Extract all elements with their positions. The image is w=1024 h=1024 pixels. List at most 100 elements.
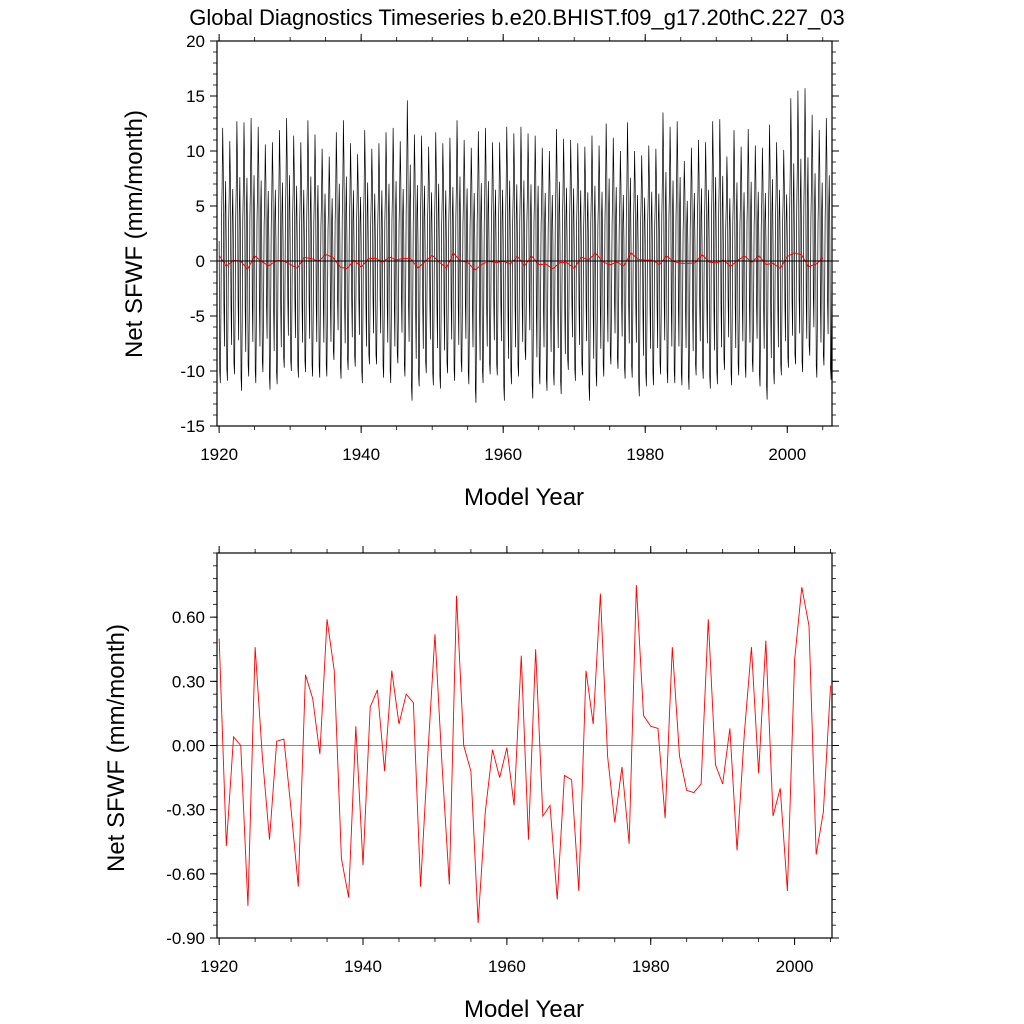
top-ticks (210, 34, 839, 433)
top-annual-point (304, 257, 305, 258)
top-annual-point (567, 262, 568, 263)
top-xtick-label: 1940 (342, 445, 380, 464)
bottom-annual-point (593, 724, 594, 725)
top-annual-point (517, 256, 518, 257)
bottom-ticks (210, 546, 839, 945)
bottom-annual-point (290, 809, 291, 810)
top-annual-point (609, 264, 610, 265)
bottom-x-axis-label: Model Year (464, 996, 584, 1023)
bottom-annual-point (377, 689, 378, 690)
top-annual-point (709, 261, 710, 262)
top-ytick-label: 20 (186, 32, 205, 51)
bottom-annual-point (549, 805, 550, 806)
bottom-annual-point (816, 854, 817, 855)
top-annual-point (815, 264, 816, 265)
bottom-annual-point (736, 850, 737, 851)
bottom-ytick-label: -0.90 (166, 929, 205, 948)
bottom-annual-point (744, 734, 745, 735)
bottom-annual-point (700, 783, 701, 784)
bottom-annual-point (600, 593, 601, 594)
bottom-annual-point (499, 777, 500, 778)
bottom-xtick-label: 1960 (488, 957, 526, 976)
top-ytick-label: -10 (180, 362, 205, 381)
bottom-annual-point (240, 745, 241, 746)
bottom-annual-point (801, 587, 802, 588)
top-annual-point (226, 266, 227, 267)
top-annual-point (595, 253, 596, 254)
top-y-tick-labels: -15 -10 -5 0 5 10 15 20 (180, 32, 205, 436)
top-annual-point (495, 262, 496, 263)
bottom-annual-point (686, 790, 687, 791)
bottom-annual-point (255, 647, 256, 648)
bottom-series (218, 584, 832, 924)
top-annual-point (801, 254, 802, 255)
bottom-annual-point (219, 638, 220, 639)
top-annual-point (311, 258, 312, 259)
bottom-annual-point (449, 884, 450, 885)
top-annual-point (254, 255, 255, 256)
bottom-annual-point (283, 738, 284, 739)
top-xtick-label: 2000 (768, 445, 806, 464)
top-annual-point (339, 266, 340, 267)
top-annual-point (630, 252, 631, 253)
top-annual-point (531, 255, 532, 256)
bottom-annual-point (384, 771, 385, 772)
bottom-annual-point (362, 865, 363, 866)
top-annual-point (659, 264, 660, 265)
bottom-plot-frame (216, 552, 833, 939)
bottom-annual-point (406, 694, 407, 695)
bottom-y-axis-label: Net SFWF (mm/month) (103, 624, 130, 872)
bottom-annual-point (772, 815, 773, 816)
bottom-annual-point (442, 766, 443, 767)
bottom-annual-point (708, 619, 709, 620)
bottom-x-tick-labels: 1920 1940 1960 1980 2000 (200, 957, 813, 976)
top-annual-point (744, 255, 745, 256)
bottom-annual-point (420, 886, 421, 887)
bottom-annual-point (722, 783, 723, 784)
top-annual-point (510, 263, 511, 264)
top-annual-point (694, 262, 695, 263)
top-plot-frame (216, 40, 833, 427)
bottom-annual-point (434, 634, 435, 635)
bottom-annual-point (629, 843, 630, 844)
top-annual-point (325, 254, 326, 255)
top-annual-point (687, 263, 688, 264)
top-annual-point (524, 265, 525, 266)
bottom-annual-point (636, 584, 637, 585)
top-annual-point (701, 254, 702, 255)
top-annual-point (538, 264, 539, 265)
bottom-annual-point (808, 625, 809, 626)
top-ytick-label: 5 (196, 197, 205, 216)
top-annual-point (787, 256, 788, 257)
top-annual-point (382, 262, 383, 263)
top-xtick-label: 1920 (200, 445, 238, 464)
top-annual-point (638, 259, 639, 260)
top-annual-point (481, 264, 482, 265)
top-ytick-label: 10 (186, 142, 205, 161)
bottom-annual-point (765, 640, 766, 641)
bottom-series-annual-mean (218, 585, 832, 924)
top-annual-point (588, 259, 589, 260)
bottom-ytick-label: 0.60 (172, 608, 205, 627)
bottom-ytick-label: -0.30 (166, 801, 205, 820)
bottom-annual-point (758, 773, 759, 774)
bottom-y-tick-labels: -0.90 -0.60 -0.30 0.00 0.30 0.60 (166, 608, 205, 948)
top-annual-point (559, 262, 560, 263)
top-annual-point (645, 259, 646, 260)
top-annual-point (353, 259, 354, 260)
bottom-annual-point (226, 845, 227, 846)
top-annual-point (751, 262, 752, 263)
bottom-annual-point (247, 905, 248, 906)
bottom-annual-point (528, 839, 529, 840)
bottom-annual-point (413, 702, 414, 703)
bottom-annual-point (557, 899, 558, 900)
top-annual-point (219, 255, 220, 256)
bottom-annual-point (578, 890, 579, 891)
top-xtick-label: 1960 (484, 445, 522, 464)
top-annual-point (680, 263, 681, 264)
bottom-annual-point (650, 726, 651, 727)
bottom-annual-point (233, 736, 234, 737)
bottom-annual-point (564, 775, 565, 776)
top-series (218, 88, 832, 403)
